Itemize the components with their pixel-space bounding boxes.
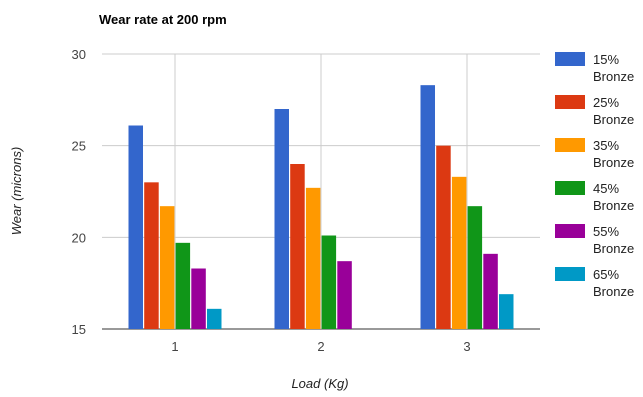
legend-label: 15% (593, 52, 619, 67)
bar (321, 235, 337, 329)
y-axis-label: Wear (microns) (9, 147, 24, 236)
legend-swatch (555, 181, 585, 195)
bar (420, 85, 435, 330)
bars (128, 85, 514, 330)
legend-label: Bronze (593, 284, 634, 299)
bar (144, 182, 159, 329)
legend-swatch (555, 95, 585, 109)
y-tick-label: 30 (72, 47, 86, 62)
legend-label: Bronze (593, 112, 634, 127)
chart-title: Wear rate at 200 rpm (99, 12, 227, 27)
bar (499, 294, 514, 329)
legend: 15% Bronze 25% Bronze 35% Bronze 45% Bronze 55% B… (555, 52, 634, 299)
legend-swatch (555, 267, 585, 281)
legend-swatch (555, 52, 585, 66)
axes: 15 20 25 30 1 2 3 (72, 47, 471, 354)
y-tick-label: 25 (72, 139, 86, 154)
bar (290, 164, 305, 329)
legend-swatch (555, 138, 585, 152)
legend-label: Bronze (593, 198, 634, 213)
bar (467, 206, 483, 329)
legend-swatch (555, 224, 585, 238)
bar (274, 109, 289, 329)
x-axis-label: Load (Kg) (291, 376, 348, 391)
y-tick-label: 15 (72, 322, 86, 337)
bar (436, 145, 451, 329)
legend-label: Bronze (593, 241, 634, 256)
bar (191, 268, 206, 329)
y-tick-label: 20 (72, 230, 86, 245)
legend-label: 35% (593, 138, 619, 153)
x-tick-label: 3 (463, 339, 470, 354)
bar (451, 176, 467, 329)
bar (128, 125, 143, 329)
bar (337, 261, 352, 329)
bar (207, 308, 222, 329)
bar (159, 206, 175, 329)
bar (175, 242, 191, 329)
legend-label: Bronze (593, 69, 634, 84)
bar (305, 187, 321, 329)
legend-label: 65% (593, 267, 619, 282)
gridlines (102, 53, 540, 330)
x-tick-label: 2 (317, 339, 324, 354)
bar (483, 253, 498, 329)
x-tick-label: 1 (171, 339, 178, 354)
legend-label: 25% (593, 95, 619, 110)
legend-label: 45% (593, 181, 619, 196)
legend-label: Bronze (593, 155, 634, 170)
legend-label: 55% (593, 224, 619, 239)
